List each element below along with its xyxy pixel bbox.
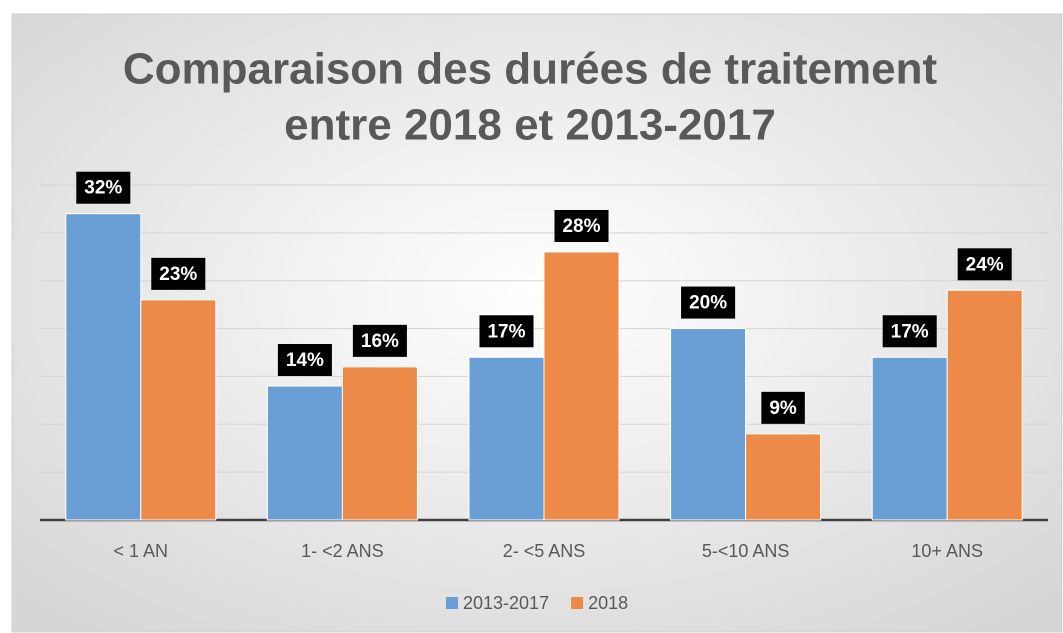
x-tick-label: < 1 AN <box>114 541 169 561</box>
bar <box>140 299 217 521</box>
data-label: 23% <box>159 264 197 285</box>
x-tick-label: 10+ ANS <box>911 541 983 561</box>
chart-title: Comparaison des durées de traitement <box>123 45 938 94</box>
x-tick-label: 2- <5 ANS <box>503 541 586 561</box>
data-label: 24% <box>966 254 1004 275</box>
data-label: 16% <box>361 331 399 352</box>
data-label: 20% <box>689 293 727 314</box>
x-tick-label: 1- <2 ANS <box>301 541 384 561</box>
bar <box>341 366 418 521</box>
data-label-box <box>151 257 206 290</box>
data-label: 17% <box>891 321 929 342</box>
bar <box>946 289 1023 521</box>
bar <box>871 356 948 521</box>
data-label-box <box>681 286 736 319</box>
data-label: 9% <box>769 398 797 419</box>
data-label: 17% <box>487 321 525 342</box>
data-label-box <box>352 324 407 357</box>
data-label-box <box>277 344 332 376</box>
data-label-box <box>761 391 805 424</box>
legend-label: 2013-2017 <box>463 593 549 613</box>
x-tick-label: 5-<10 ANS <box>702 541 790 561</box>
legend-swatch <box>446 597 458 609</box>
data-label-box <box>76 171 131 204</box>
bar <box>745 433 822 521</box>
bar <box>543 251 620 521</box>
bar <box>65 213 142 521</box>
data-label-box <box>479 315 534 348</box>
legend-swatch <box>571 597 584 609</box>
bar <box>670 328 747 521</box>
chart-title: entre 2018 et 2013-2017 <box>284 101 776 150</box>
data-label-box <box>554 210 609 242</box>
data-label: 32% <box>84 178 122 199</box>
data-label: 28% <box>562 216 600 237</box>
data-label: 14% <box>286 350 324 371</box>
bar <box>468 356 545 521</box>
bar <box>266 385 343 521</box>
legend-label: 2018 <box>588 593 628 613</box>
data-label-box <box>882 315 937 348</box>
data-label-box <box>957 248 1012 281</box>
